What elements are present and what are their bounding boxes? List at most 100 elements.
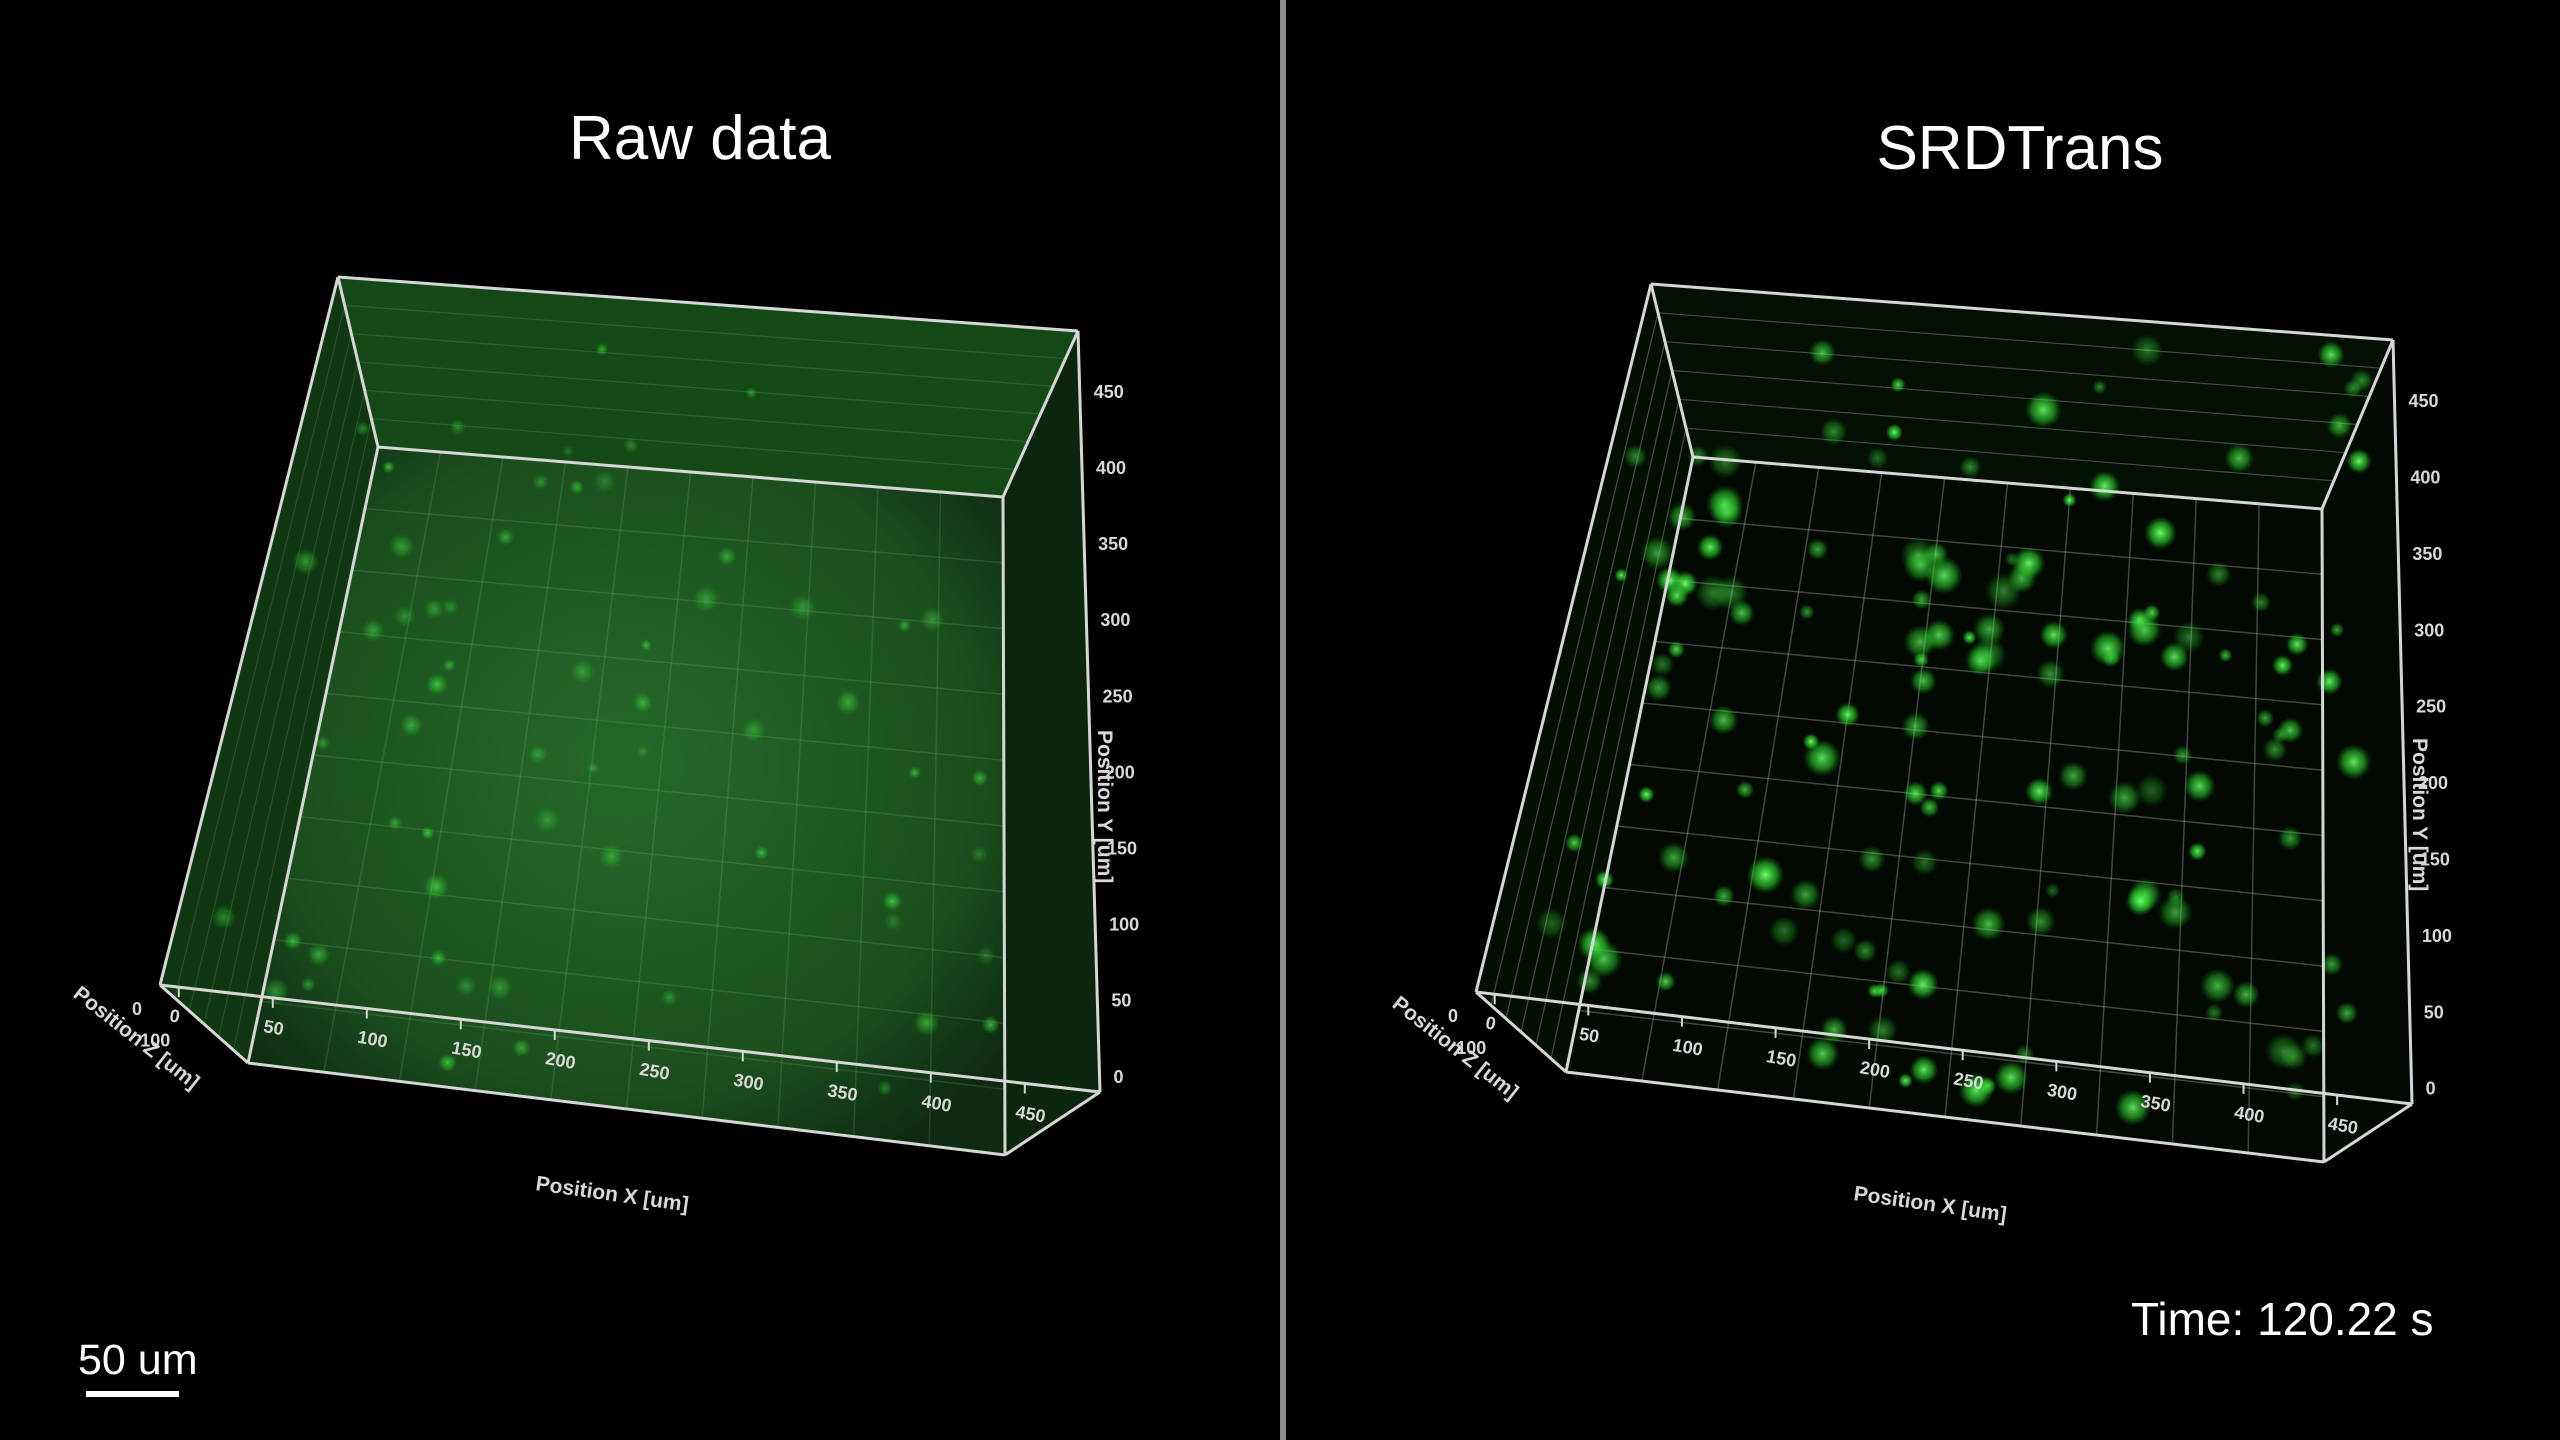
cell-blob <box>1708 705 1739 735</box>
cell-blob <box>527 744 548 765</box>
cell-blob <box>2250 592 2272 613</box>
time-readout: Time: 120.22 s <box>2131 1293 2434 1345</box>
cell-blob <box>2326 412 2353 439</box>
cell-blob <box>1790 879 1822 911</box>
box-edge <box>2323 1102 2413 1164</box>
cell-blob <box>1857 845 1886 874</box>
y-tick-label: 50 <box>1111 991 1131 1011</box>
box-edge <box>1001 330 1080 498</box>
cell-blob <box>441 598 459 616</box>
cell-blob <box>361 618 385 642</box>
box-edge <box>247 1061 1006 1157</box>
grid-line <box>1629 763 2324 837</box>
cell-blob <box>399 713 423 737</box>
cell-blob <box>2264 1032 2303 1070</box>
cell-blob <box>1805 1036 1840 1071</box>
grid-line <box>1591 948 2324 1033</box>
grid-line <box>1657 312 2382 369</box>
cell-blob <box>2316 668 2343 695</box>
cell-blob <box>425 673 449 696</box>
cell-blob <box>2320 952 2344 976</box>
x-tick-label: 0 <box>1484 1012 1497 1033</box>
cell-blob <box>1746 855 1785 894</box>
grid-line <box>1550 428 1687 1059</box>
cell-blob <box>632 692 654 713</box>
y-tick-label: 100 <box>1109 915 1139 935</box>
cell-blob <box>1919 797 1940 818</box>
box-edge <box>1565 1070 2325 1164</box>
box-edge <box>1692 455 2323 511</box>
cell-blob <box>2224 443 2254 474</box>
cell-blob <box>919 606 946 633</box>
grid-line <box>1685 427 2334 482</box>
box-edge <box>158 276 340 986</box>
raw-data-panel: 0 50 100 150 200 250 300 350 400 450 0 50 100 150 200 2… <box>68 104 1140 1217</box>
cell-blob <box>913 1009 940 1037</box>
cell-blob <box>388 533 415 560</box>
cell-blob <box>598 843 625 870</box>
cell-blob <box>1664 583 1689 608</box>
x-tick-label: 50 <box>262 1016 285 1039</box>
cell-blob <box>2277 826 2303 851</box>
cell-blob <box>897 618 912 633</box>
grid-line <box>357 361 1041 415</box>
y-tick-label: 0 <box>2426 1079 2436 1099</box>
y-tick-label: 300 <box>2414 620 2444 640</box>
cell-blob <box>2285 632 2309 656</box>
z-tick-label: 100 <box>1456 1038 1486 1058</box>
cell-blob <box>1799 604 1815 620</box>
grid-line <box>351 569 1004 630</box>
top-wall <box>338 277 1078 497</box>
cell-blob <box>877 1080 893 1096</box>
cell-blob <box>1694 574 1732 612</box>
x-tick-label: 50 <box>1578 1024 1601 1047</box>
grid-line <box>1792 472 1883 1100</box>
cell-blob <box>2011 546 2046 580</box>
cell-blob <box>1535 907 1567 940</box>
panel-title-raw-data: Raw data <box>569 104 831 173</box>
cell-blob <box>1658 841 1690 874</box>
y-tick-label: 350 <box>1098 534 1128 554</box>
cell-blob <box>741 717 767 743</box>
y-tick-label: 450 <box>2409 391 2439 411</box>
y-tick-label: 200 <box>1105 762 1135 782</box>
cell-blob <box>744 386 758 400</box>
grid-line <box>260 1000 1005 1090</box>
cell-blob <box>1696 533 1724 561</box>
y-tick-label: 50 <box>2424 1002 2444 1022</box>
cell-blob <box>1830 926 1858 954</box>
grid-line <box>344 304 1066 360</box>
y-tick-label: 400 <box>2410 468 2440 488</box>
cell-blob <box>2335 1001 2359 1025</box>
grid-line <box>273 939 1005 1025</box>
grid-line <box>777 481 817 1128</box>
cell-blob <box>1964 644 1997 677</box>
cell-blob <box>442 658 456 672</box>
box-edge <box>1649 283 1695 458</box>
cell-blob <box>1645 674 1673 702</box>
cell-blob <box>2271 726 2289 744</box>
cell-blob <box>2039 620 2068 650</box>
cell-blob <box>2232 980 2260 1009</box>
cell-blob <box>1820 1015 1849 1044</box>
cell-blob <box>2271 654 2294 676</box>
grid-line <box>1578 1009 2324 1098</box>
grid-line <box>701 476 754 1119</box>
cell-blob <box>981 1015 1000 1034</box>
cell-blob <box>1564 833 1584 853</box>
grid-line <box>1671 369 2358 426</box>
cell-blob <box>532 473 550 491</box>
cell-blob <box>2183 769 2216 803</box>
cell-blob <box>2130 333 2164 367</box>
cell-blob <box>561 445 575 458</box>
panel-divider <box>1280 0 1286 1440</box>
grid-line <box>625 471 692 1110</box>
cell-blob <box>1898 1073 1914 1089</box>
cell-blob <box>2300 1033 2326 1059</box>
right-wall <box>1003 331 1100 1155</box>
left-wall <box>1476 284 1693 1072</box>
y-axis-label: Position Y [um] <box>2408 738 2431 891</box>
cell-blob <box>2125 886 2156 916</box>
cell-blob <box>2114 1089 2152 1126</box>
